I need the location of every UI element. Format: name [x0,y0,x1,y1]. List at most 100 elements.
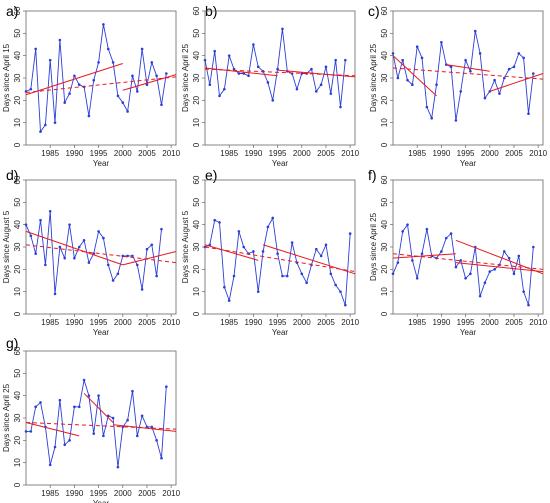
panel-f-data-point [449,232,453,235]
panel-d-ytick-label: 40 [13,220,22,229]
panel-a-data-point [155,74,158,78]
panel-f-ytick-label: 0 [380,311,389,316]
panel-f-data-point [493,268,496,271]
panel-g-data-point [126,418,129,422]
panel-d-ytick-label: 20 [13,264,22,273]
panel-f-data-point [454,265,458,269]
panel-e-ytick-label: 60 [192,175,201,184]
panel-e-data-point [324,243,328,247]
panel-c-data-point [493,78,496,82]
panel-a-ytick-label: 20 [13,95,22,104]
panel-e-ytick-label: 50 [192,197,201,206]
panel-a-data-point [131,74,134,78]
panel-c-data-point [483,96,487,100]
panel-f-xtick-label: 1985 [408,318,426,327]
panel-c-ytick-label: 60 [380,6,389,15]
panel-d-ytick-label: 60 [13,175,22,184]
panel-f-trend-line-solid [455,262,544,273]
panel-g-data-point [140,414,144,418]
panel-b-data-point [314,90,318,93]
panel-a-xlabel: Year [93,159,110,168]
panel-d-data-point [111,279,115,282]
panel-a-ytick-label: 10 [13,118,22,127]
panel-e-data-point [261,250,265,253]
panel-e-data-point [256,290,260,293]
panel-d-xtick-label: 1990 [65,318,83,327]
panel-f-frame [392,179,544,315]
panel-f-xtick-label: 2005 [505,318,523,327]
panel-c-data-point [473,29,477,33]
panel-d-data-point [73,256,76,260]
panel-c-xtick-label: 2005 [505,149,523,158]
panel-e-data-point [223,285,226,289]
panel-e-data-point [232,274,236,278]
panel-g-ytick-label: 10 [13,458,22,467]
panel-a-data-point [106,47,110,51]
panel-g-xtick-label: 1990 [65,489,83,498]
panel-d-ytick-label: 30 [13,242,22,251]
panel-b-ytick-label: 60 [192,6,201,15]
panel-a-xtick-label: 1990 [65,149,83,158]
panel-f-data-point [396,261,400,264]
panel-a-trend-line-solid [122,74,177,91]
panel-d-data-point [131,254,134,258]
panel-c-data-point [532,72,535,75]
panel-g-xtick-label: 1995 [90,489,108,498]
panel-b-data-point [295,87,299,91]
panel-b-ytick-label: 20 [192,95,201,104]
panel-a-trend-line-solid [25,63,123,96]
panel-a-data-point [34,47,37,51]
panel-g-trend-line-solid [83,393,114,423]
panel-a-data-point [140,47,144,51]
panel-c-trend-line-solid [392,55,437,97]
panel-c-data-point [430,116,434,120]
panel-a: a) 0 10 20 30 40 50 60 1985 1990 1995 2000 2005 2010 Y… [2,3,181,168]
panel-b-data-point [256,65,260,69]
panel-e-ylabel: Days since August 5 [181,210,190,283]
panel-g-data-point [155,439,158,442]
panel-f: f) 0 10 20 30 40 50 60 1985 1990 1995 2000 2005 2010 Y… [368,167,548,337]
panel-d-data-point [44,263,47,267]
panel-d-data-point [39,218,42,222]
panel-f-data-point [478,294,482,298]
panel-g-data-point [135,434,139,438]
panel-d-data-point [53,292,57,296]
panel-f-ytick-label: 20 [380,264,389,273]
panel-b-data-point [300,72,304,75]
panel-c-ylabel: Days since April 25 [369,43,378,112]
panel-e-trend-line-solid [204,244,259,261]
panel-b-data-point [223,87,226,91]
panel-a-data-point [116,94,120,98]
panel-f-data-point [420,252,424,255]
panel-b-data-point [344,58,347,62]
panel-d-data-point [34,252,37,255]
panel-e-data-point [285,274,289,278]
panel-g-letter: g) [6,335,18,351]
panel-b-ytick-label: 40 [192,51,201,60]
panel-e-data-point [305,281,308,285]
panel-c-data-point [435,83,438,86]
panel-d: d) 0 10 20 30 40 50 60 1985 1990 1995 2000 2005 2010 Y… [2,167,181,337]
panel-g-ytick-label: 40 [13,391,22,400]
panel-f-data-point [502,250,506,253]
panel-f-xtick-label: 1990 [432,318,450,327]
panel-f-data-point [425,227,429,231]
panel-g-data-point [87,394,91,397]
panel-e-data-point [218,221,221,224]
panel-f-data-point [406,223,409,226]
panel-b-ytick-label: 10 [192,118,201,127]
panel-d-data-point [140,288,144,291]
panel-e-xtick-label: 1995 [269,318,287,327]
panel-f-data-point [444,236,448,240]
panel-c-data-point [522,56,525,60]
panel-f-data-point [507,256,511,260]
panel-f-ylabel: Days since April 25 [369,212,378,281]
panel-e-xtick-label: 1990 [244,318,262,327]
panel-a-data-point [29,87,33,91]
panel-b-frame [204,10,356,146]
panel-b-data-point [242,72,246,75]
panel-g-data-point [92,432,96,435]
panel-d-data-point [63,256,67,260]
panel-e-letter: e) [205,167,217,183]
